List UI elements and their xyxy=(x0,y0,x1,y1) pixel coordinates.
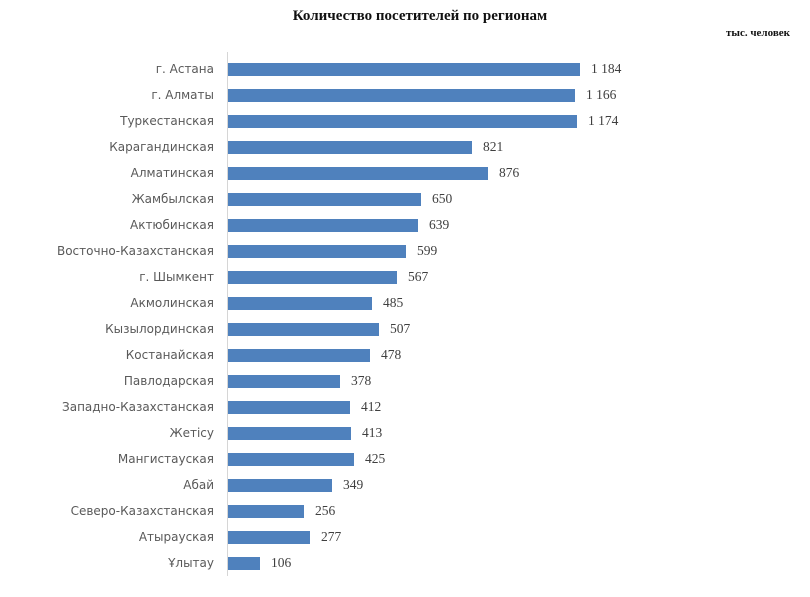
value-label: 1 174 xyxy=(588,113,619,128)
category-label: Костанайская xyxy=(125,348,214,362)
category-label: Карагандинская xyxy=(109,140,214,154)
category-label: Восточно-Казахстанская xyxy=(56,244,214,258)
plot-area: 1 184 1 166 1 174 821 876 650 639 599 567 485 507 4… xyxy=(227,52,808,576)
bar-row: 478 xyxy=(228,342,808,368)
category-label: Кызылординская xyxy=(105,322,214,336)
category-label: Северо-Казахстанская xyxy=(70,504,214,518)
value-label: 599 xyxy=(417,243,438,258)
category-label: Атырауская xyxy=(138,530,214,544)
bar-row: 349 xyxy=(228,472,808,498)
category-label: г. Алматы xyxy=(151,88,214,102)
bar-row: 485 xyxy=(228,290,808,316)
bar-row: 412 xyxy=(228,394,808,420)
value-label: 485 xyxy=(383,295,404,310)
value-label: 256 xyxy=(315,503,336,518)
bar xyxy=(228,452,354,466)
category-label: г. Астана xyxy=(155,62,214,76)
bar-row: 413 xyxy=(228,420,808,446)
bar-row: 599 xyxy=(228,238,808,264)
value-label: 567 xyxy=(408,269,429,284)
bar xyxy=(228,296,372,310)
category-label: Ұлытау xyxy=(168,556,214,570)
category-label: Туркестанская xyxy=(120,114,214,128)
bar-row: 425 xyxy=(228,446,808,472)
value-label: 412 xyxy=(361,399,382,414)
value-label: 821 xyxy=(483,139,504,154)
bar-row: 106 xyxy=(228,550,808,576)
value-label: 876 xyxy=(499,165,520,180)
category-label: Жетісу xyxy=(169,426,214,440)
bar xyxy=(228,478,332,492)
bar xyxy=(228,140,472,154)
bar xyxy=(228,322,379,336)
value-label: 277 xyxy=(321,529,342,544)
bar-row: 1 174 xyxy=(228,108,808,134)
bar-row: 821 xyxy=(228,134,808,160)
bar xyxy=(228,88,575,102)
value-label: 1 184 xyxy=(591,61,622,76)
value-label: 650 xyxy=(432,191,453,206)
bar xyxy=(228,504,304,518)
bar xyxy=(228,218,418,232)
value-label: 1 166 xyxy=(586,87,617,102)
category-label: Западно-Казахстанская xyxy=(62,400,214,414)
category-label: Абай xyxy=(183,478,214,492)
bar-row: 378 xyxy=(228,368,808,394)
category-label: Акмолинская xyxy=(130,296,214,310)
bar xyxy=(228,166,488,180)
bar-row: 256 xyxy=(228,498,808,524)
bar-row: 876 xyxy=(228,160,808,186)
bar xyxy=(228,426,351,440)
category-label: Павлодарская xyxy=(123,374,214,388)
value-label: 507 xyxy=(390,321,411,336)
bar xyxy=(228,556,260,570)
value-label: 378 xyxy=(351,373,372,388)
category-axis-labels: г. Астана г. Алматы Туркестанская Караганди… xyxy=(0,56,214,576)
bar xyxy=(228,62,580,76)
category-label: Мангистауская xyxy=(117,452,214,466)
bar-row: 639 xyxy=(228,212,808,238)
bar-row: 650 xyxy=(228,186,808,212)
value-label: 349 xyxy=(343,477,364,492)
bar-row: 507 xyxy=(228,316,808,342)
category-label: Алматинская xyxy=(130,166,214,180)
bar xyxy=(228,192,421,206)
bar xyxy=(228,400,350,414)
units-label: тыс. человек xyxy=(725,27,790,39)
value-label: 413 xyxy=(362,425,383,440)
bar xyxy=(228,114,577,128)
value-label: 639 xyxy=(429,217,450,232)
bar-row: 277 xyxy=(228,524,808,550)
chart-title: Количество посетителей по регионам xyxy=(292,8,548,24)
value-label: 106 xyxy=(271,555,292,570)
bar-row: 1 184 xyxy=(228,56,808,82)
value-label: 425 xyxy=(365,451,386,466)
bar xyxy=(228,374,340,388)
bar xyxy=(228,348,370,362)
category-label: г. Шымкент xyxy=(139,270,214,284)
category-label: Жамбылская xyxy=(131,192,214,206)
category-label: Актюбинская xyxy=(129,218,214,232)
bar xyxy=(228,244,406,258)
bar-rows: 1 184 1 166 1 174 821 876 650 639 599 567 485 507 4… xyxy=(228,56,808,576)
bar xyxy=(228,270,397,284)
bar-row: 1 166 xyxy=(228,82,808,108)
bar xyxy=(228,530,310,544)
bar-row: 567 xyxy=(228,264,808,290)
value-label: 478 xyxy=(381,347,402,362)
